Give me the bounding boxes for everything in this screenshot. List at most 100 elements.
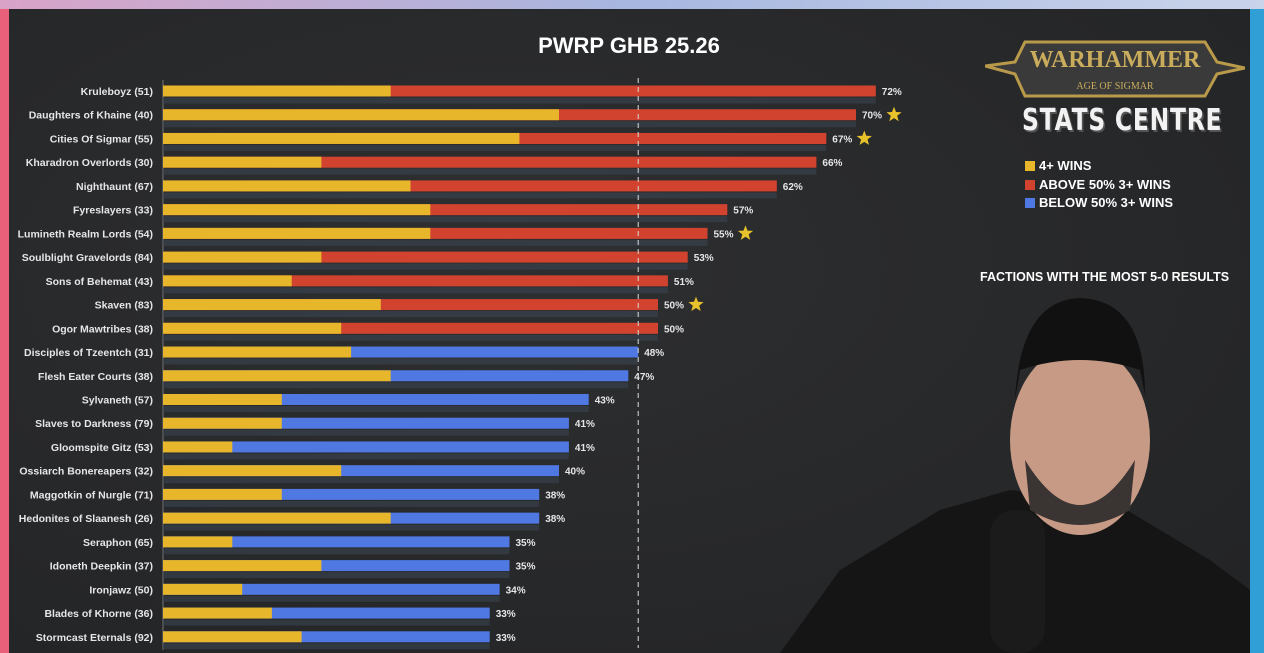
bar-shadow <box>163 405 589 412</box>
bar-4plus-segment <box>163 156 322 168</box>
bar-shadow <box>163 548 510 555</box>
chart-title: PWRP GHB 25.26 <box>538 33 720 58</box>
bar-chart: Kruleboyz (51) 72% Daughters of Khaine (40… <box>18 78 902 650</box>
total-label: 67% <box>832 134 852 145</box>
browser-bookmarks-bar <box>0 0 1264 9</box>
category-label: Kruleboyz (51) <box>81 86 153 98</box>
total-label: 43% <box>595 395 615 406</box>
category-label: Sons of Behemat (43) <box>46 276 153 288</box>
left-background-edge <box>0 9 9 653</box>
total-label: 47% <box>634 372 654 383</box>
bar-4plus-segment <box>163 393 282 405</box>
bar-shadow <box>163 216 728 223</box>
bar-4plus-segment <box>163 85 391 97</box>
star-icon <box>688 296 704 311</box>
total-label: 70% <box>862 111 882 122</box>
legend-item-4-plus-wins: 4+ WINS <box>1025 157 1173 176</box>
bar-remaining-segment <box>163 560 510 572</box>
total-label: 41% <box>575 443 595 454</box>
category-label: Ossiarch Bonereapers (32) <box>19 466 153 478</box>
category-label: Ogor Mawtribes (38) <box>52 323 153 335</box>
bar-remaining-segment <box>163 85 876 97</box>
total-label: 62% <box>783 182 803 193</box>
total-label: 34% <box>506 585 526 596</box>
legend-item-below-50: BELOW 50% 3+ WINS <box>1025 194 1173 213</box>
total-label: 50% <box>664 301 684 312</box>
bar-4plus-segment <box>163 607 272 619</box>
bar-shadow <box>163 643 490 650</box>
bar-remaining-segment <box>163 583 500 595</box>
bar-4plus-segment <box>163 441 233 453</box>
bar-remaining-segment <box>163 536 510 548</box>
webcam-presenter <box>780 298 1250 653</box>
total-label: 40% <box>565 467 585 478</box>
bar-remaining-segment <box>163 180 777 192</box>
category-label: Ironjawz (50) <box>89 584 153 596</box>
bar-shadow <box>163 239 708 246</box>
stats-centre-heading: STATS CENTRE <box>1022 103 1223 138</box>
total-label: 33% <box>496 609 516 620</box>
bar-4plus-segment <box>163 370 391 382</box>
bar-4plus-segment <box>163 536 233 548</box>
bar-4plus-segment <box>163 488 282 500</box>
category-label: Seraphon (65) <box>83 537 153 549</box>
legend-label: BELOW 50% 3+ WINS <box>1039 195 1173 211</box>
bar-4plus-segment <box>163 346 352 358</box>
bar-shadow <box>163 311 658 318</box>
bar-4plus-segment <box>163 204 431 216</box>
legend: 4+ WINS ABOVE 50% 3+ WINS BELOW 50% 3+ W… <box>1025 157 1173 213</box>
logo-main-text: WARHAMMER <box>1030 47 1201 73</box>
legend-item-above-50: ABOVE 50% 3+ WINS <box>1025 176 1173 195</box>
bar-4plus-segment <box>163 465 342 477</box>
warhammer-logo: WARHAMMER AGE OF SIGMAR <box>985 40 1245 98</box>
bar-shadow <box>163 524 540 531</box>
category-label: Hedonites of Slaanesh (26) <box>19 513 153 525</box>
category-label: Lumineth Realm Lords (54) <box>18 228 153 240</box>
bar-shadow <box>163 168 817 175</box>
category-label: Flesh Eater Courts (38) <box>38 371 153 383</box>
legend-swatch-yellow <box>1025 161 1035 172</box>
bar-remaining-segment <box>163 204 728 216</box>
bar-4plus-segment <box>163 227 431 239</box>
bar-remaining-segment <box>163 393 589 405</box>
category-label: Sylvaneth (57) <box>82 394 153 406</box>
bar-remaining-segment <box>163 631 490 643</box>
category-label: Slaves to Darkness (79) <box>35 418 153 430</box>
bar-remaining-segment <box>163 322 658 334</box>
total-label: 53% <box>694 253 714 264</box>
bar-4plus-segment <box>163 583 243 595</box>
total-label: 38% <box>545 514 565 525</box>
category-label: Idoneth Deepkin (37) <box>50 561 153 573</box>
bar-shadow <box>163 334 658 341</box>
category-label: Soulblight Gravelords (84) <box>22 252 153 264</box>
logo-sub-text: AGE OF SIGMAR <box>1076 81 1154 92</box>
bar-shadow <box>163 595 500 602</box>
star-icon <box>737 225 754 240</box>
bar-4plus-segment <box>163 251 322 263</box>
bar-4plus-segment <box>163 631 302 643</box>
bar-shadow <box>163 477 559 484</box>
bar-4plus-segment <box>163 322 342 334</box>
total-label: 50% <box>664 324 684 335</box>
bar-shadow <box>163 619 490 626</box>
bar-4plus-segment <box>163 417 282 429</box>
bar-4plus-segment <box>163 560 322 572</box>
bar-shadow <box>163 263 688 270</box>
bar-shadow <box>163 358 639 365</box>
star-icon <box>886 106 902 122</box>
total-label: 38% <box>545 490 565 501</box>
star-icon <box>856 130 872 145</box>
bar-remaining-segment <box>163 607 490 619</box>
category-label: Kharadron Overlords (30) <box>26 157 153 169</box>
bar-shadow <box>163 572 510 579</box>
category-label: Nighthaunt (67) <box>76 181 153 193</box>
total-label: 51% <box>674 277 694 288</box>
bar-4plus-segment <box>163 512 391 524</box>
total-label: 35% <box>516 562 536 573</box>
bar-remaining-segment <box>163 370 629 382</box>
bar-remaining-segment <box>163 441 569 453</box>
bar-shadow <box>163 192 777 199</box>
right-background-edge <box>1250 9 1264 653</box>
category-label: Blades of Khorne (36) <box>44 608 153 620</box>
bar-remaining-segment <box>163 346 639 358</box>
